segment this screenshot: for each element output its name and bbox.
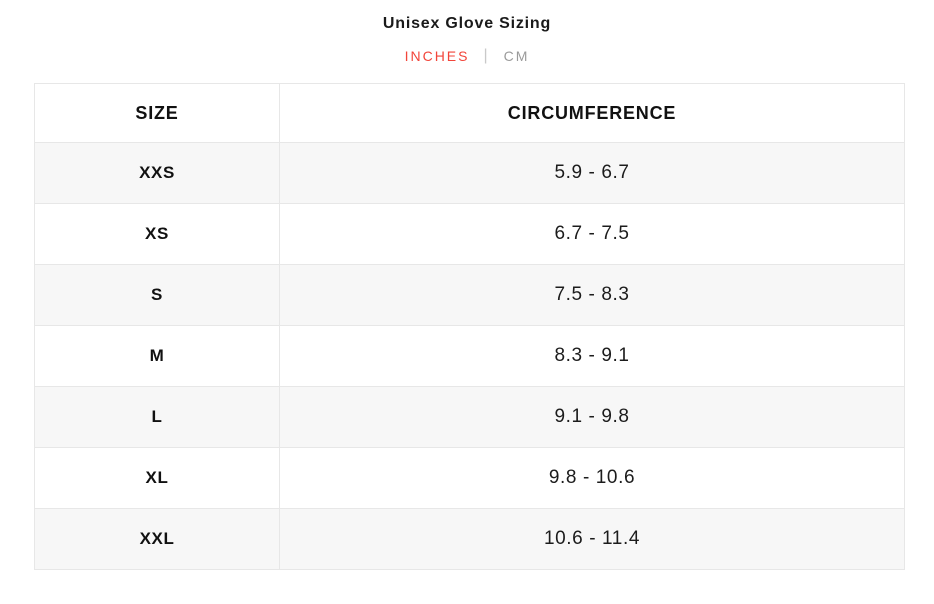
table-row: XL 9.8 - 10.6 bbox=[34, 447, 905, 509]
unit-tab-inches[interactable]: INCHES bbox=[404, 48, 470, 64]
circumference-cell: 8.3 - 9.1 bbox=[279, 325, 905, 387]
table-row: M 8.3 - 9.1 bbox=[34, 325, 905, 387]
size-cell: XS bbox=[34, 203, 280, 265]
size-cell: S bbox=[34, 264, 280, 326]
size-cell: XL bbox=[34, 447, 280, 509]
table-row: L 9.1 - 9.8 bbox=[34, 386, 905, 448]
unit-toggle-separator: | bbox=[483, 47, 490, 64]
column-header-circumference: CIRCUMFERENCE bbox=[279, 83, 905, 143]
circumference-cell: 6.7 - 7.5 bbox=[279, 203, 905, 265]
circumference-cell: 5.9 - 6.7 bbox=[279, 142, 905, 204]
unit-toggle: INCHES | CM bbox=[0, 47, 934, 65]
circumference-cell: 7.5 - 8.3 bbox=[279, 264, 905, 326]
unit-tab-cm[interactable]: CM bbox=[503, 48, 530, 64]
glove-sizing-table: SIZE CIRCUMFERENCE XXS 5.9 - 6.7 XS 6.7 … bbox=[34, 83, 905, 570]
table-row: XXS 5.9 - 6.7 bbox=[34, 142, 905, 204]
size-cell: M bbox=[34, 325, 280, 387]
table-row: XXL 10.6 - 11.4 bbox=[34, 508, 905, 570]
page-title: Unisex Glove Sizing bbox=[382, 15, 552, 32]
size-cell: XXL bbox=[34, 508, 280, 570]
size-cell: L bbox=[34, 386, 280, 448]
circumference-cell: 9.8 - 10.6 bbox=[279, 447, 905, 509]
circumference-cell: 9.1 - 9.8 bbox=[279, 386, 905, 448]
table-header-row: SIZE CIRCUMFERENCE bbox=[34, 83, 905, 143]
size-cell: XXS bbox=[34, 142, 280, 204]
table-row: S 7.5 - 8.3 bbox=[34, 264, 905, 326]
column-header-size: SIZE bbox=[34, 83, 280, 143]
circumference-cell: 10.6 - 11.4 bbox=[279, 508, 905, 570]
table-row: XS 6.7 - 7.5 bbox=[34, 203, 905, 265]
